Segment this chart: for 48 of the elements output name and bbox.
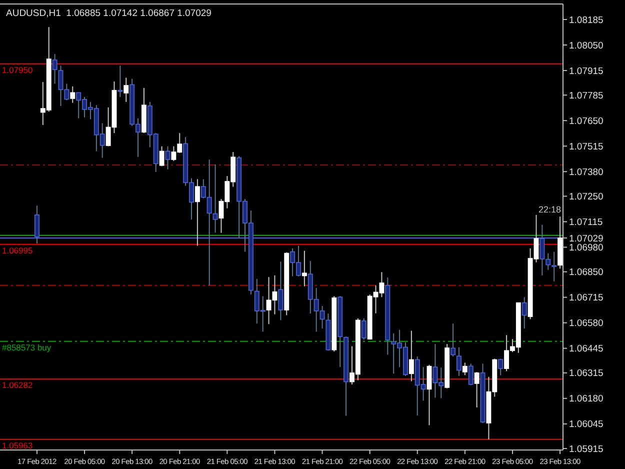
candlestick (462, 362, 468, 376)
candlestick (302, 250, 307, 287)
candlestick (159, 146, 164, 167)
ref-line-label: #858573 buy (2, 342, 52, 352)
y-tick-label: 1.06045 (569, 419, 604, 430)
candlestick (552, 251, 557, 282)
y-tick-label: 1.08050 (569, 40, 604, 52)
candlestick (426, 364, 432, 426)
ref-line-label: 1.06995 (2, 245, 33, 256)
candlestick (522, 296, 527, 329)
y-tick-label: 1.06445 (569, 344, 604, 355)
candlestick (124, 77, 129, 102)
y-tick-label: 1.06850 (569, 267, 604, 278)
candlestick (52, 54, 58, 84)
candlestick (165, 146, 170, 170)
y-tick-label: 1.07785 (569, 90, 604, 102)
candlestick (456, 346, 462, 376)
y-tick-label: 1.07650 (569, 116, 604, 127)
y-tick-label: 1.06315 (569, 368, 604, 380)
y-tick-label: 1.07380 (569, 166, 604, 178)
y-tick-label: 1.07515 (569, 141, 604, 152)
y-tick-label: 1.07915 (569, 66, 604, 77)
candlestick (278, 261, 284, 321)
y-tick-label: 1.06580 (569, 318, 604, 330)
y-tick-label: 1.06180 (569, 394, 604, 405)
y-tick-label: 1.05915 (569, 444, 604, 455)
candlestick (194, 178, 200, 246)
y-tick-label: 1.08185 (569, 14, 604, 26)
y-tick-label: 1.07250 (569, 192, 604, 203)
candlestick (118, 65, 123, 98)
candlestick (498, 358, 504, 376)
ref-line-label: 1.06282 (2, 380, 33, 390)
candlestick (34, 205, 40, 244)
ref-line-label: 1.05963 (2, 440, 33, 450)
candlestick (474, 371, 480, 408)
annotation: 22:18 (538, 204, 561, 215)
candlestick (450, 323, 456, 357)
candlestick (70, 86, 76, 104)
ref-line-label: 1.07950 (2, 64, 33, 75)
y-tick-label: 1.07115 (569, 217, 603, 228)
text: AUDUSD,H1 1.06885 1.07142 1.06867 1.07029 (6, 8, 212, 19)
candlestick (408, 330, 414, 382)
candlestick (361, 318, 366, 340)
y-tick-label: 1.06715 (569, 292, 604, 304)
y-tick-label: 1.06980 (569, 242, 604, 254)
candlestick (468, 363, 474, 386)
y-tick-label: 1.07029 (569, 233, 604, 244)
candlestick (212, 164, 218, 234)
